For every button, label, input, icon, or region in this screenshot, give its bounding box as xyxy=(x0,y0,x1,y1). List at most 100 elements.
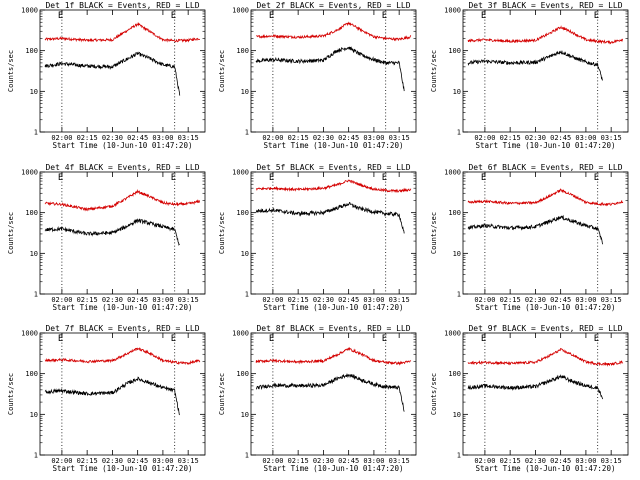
x-tick-label: 02:45 xyxy=(127,134,148,142)
x-tick-label: 03:15 xyxy=(178,134,199,142)
time-marker-label: E xyxy=(58,173,63,183)
x-tick-label: 03:15 xyxy=(389,296,410,304)
series-line-events xyxy=(44,51,181,96)
time-marker-label: E xyxy=(58,11,63,21)
plot-frame xyxy=(39,171,206,295)
series-line-events xyxy=(467,50,603,81)
x-tick-label: 02:30 xyxy=(102,457,123,465)
x-tick-label: 03:15 xyxy=(601,296,622,304)
x-tick-label: 02:30 xyxy=(525,134,546,142)
x-tick-label: 03:00 xyxy=(152,134,173,142)
x-tick-label: 02:15 xyxy=(77,296,98,304)
y-tick-label: 1000 xyxy=(232,7,249,15)
x-tick-label: 03:00 xyxy=(363,134,384,142)
y-tick-label: 1 xyxy=(34,129,38,137)
series-line-events xyxy=(255,373,405,412)
chart-panel: Det 3f BLACK = Events, RED = LLD 1 10 100 10… xyxy=(430,1,629,150)
y-tick-label: 1000 xyxy=(444,169,461,177)
x-tick-label: 02:30 xyxy=(313,296,334,304)
series-line-lld xyxy=(467,188,624,207)
series-line-events xyxy=(255,46,405,92)
y-tick-label: 1 xyxy=(457,129,461,137)
y-tick-label: 10 xyxy=(30,88,38,96)
y-axis-label: Counts/sec xyxy=(430,373,438,415)
y-tick-label: 1 xyxy=(245,452,249,460)
plot-frame xyxy=(462,9,629,133)
y-tick-label: 100 xyxy=(236,209,249,217)
y-tick-label: 100 xyxy=(25,370,38,378)
time-marker-label: E xyxy=(58,334,63,344)
y-tick-label: 1 xyxy=(457,452,461,460)
x-tick-label: 02:30 xyxy=(313,134,334,142)
x-axis-label: Start Time (10-Jun-10 01:47:20) xyxy=(476,303,616,312)
y-tick-label: 1000 xyxy=(232,169,249,177)
panel-title: Det 1f BLACK = Events, RED = LLD xyxy=(45,1,199,10)
y-tick-label: 10 xyxy=(453,250,461,258)
time-marker-label: E xyxy=(594,173,599,183)
series-line-events xyxy=(44,376,180,416)
y-tick-label: 10 xyxy=(241,250,249,258)
panel-title: Det 3f BLACK = Events, RED = LLD xyxy=(468,1,622,10)
y-tick-label: 1 xyxy=(457,291,461,299)
panel-title: Det 6f BLACK = Events, RED = LLD xyxy=(468,163,622,172)
chart-panel: Det 6f BLACK = Events, RED = LLD 1 10 100 10… xyxy=(430,163,629,312)
y-axis-label: Counts/sec xyxy=(218,50,226,92)
x-tick-label: 02:45 xyxy=(338,134,359,142)
x-tick-label: 02:30 xyxy=(102,296,123,304)
y-axis-label: Counts/sec xyxy=(430,50,438,92)
y-tick-label: 1000 xyxy=(444,330,461,338)
y-tick-label: 10 xyxy=(30,250,38,258)
plot-frame xyxy=(39,9,206,133)
x-tick-label: 03:15 xyxy=(601,134,622,142)
y-tick-label: 1 xyxy=(34,452,38,460)
chart-panel: Det 1f BLACK = Events, RED = LLD 1 10 100 10… xyxy=(7,1,206,150)
series-line-lld xyxy=(255,179,412,194)
x-tick-label: 03:15 xyxy=(389,134,410,142)
x-tick-label: 02:45 xyxy=(127,457,148,465)
series-line-events xyxy=(255,201,405,234)
x-tick-label: 02:45 xyxy=(127,296,148,304)
panel-title: Det 5f BLACK = Events, RED = LLD xyxy=(256,163,410,172)
y-axis-label: Counts/sec xyxy=(218,212,226,254)
y-tick-label: 100 xyxy=(448,209,461,217)
x-tick-label: 02:00 xyxy=(474,296,495,304)
x-tick-label: 02:00 xyxy=(51,134,72,142)
x-tick-label: 03:00 xyxy=(152,296,173,304)
x-tick-label: 03:00 xyxy=(363,457,384,465)
plot-frame xyxy=(250,332,417,456)
series-line-lld xyxy=(467,25,624,45)
time-marker-label: E xyxy=(269,334,274,344)
y-tick-label: 1000 xyxy=(21,7,38,15)
x-tick-label: 02:45 xyxy=(550,296,571,304)
series-line-events xyxy=(467,374,604,400)
y-axis-label: Counts/sec xyxy=(218,373,226,415)
time-marker-label: E xyxy=(382,173,387,183)
x-tick-label: 02:15 xyxy=(77,457,98,465)
plot-frame xyxy=(462,332,629,456)
plot-frame xyxy=(250,171,417,295)
chart-panel: Det 7f BLACK = Events, RED = LLD 1 10 100 10… xyxy=(7,324,206,473)
y-tick-label: 1 xyxy=(245,129,249,137)
time-marker-label: E xyxy=(171,11,176,21)
time-marker-label: E xyxy=(594,334,599,344)
x-axis-label: Start Time (10-Jun-10 01:47:20) xyxy=(53,464,193,473)
y-tick-label: 100 xyxy=(25,209,38,217)
y-tick-label: 10 xyxy=(241,88,249,96)
x-axis-label: Start Time (10-Jun-10 01:47:20) xyxy=(264,141,404,150)
y-axis-label: Counts/sec xyxy=(7,50,15,92)
x-tick-label: 02:15 xyxy=(500,134,521,142)
plot-frame xyxy=(39,332,206,456)
y-tick-label: 100 xyxy=(448,47,461,55)
x-tick-label: 02:00 xyxy=(474,134,495,142)
x-tick-label: 03:00 xyxy=(152,457,173,465)
time-marker-label: E xyxy=(269,173,274,183)
series-line-lld xyxy=(44,21,201,43)
x-tick-label: 02:00 xyxy=(262,457,283,465)
time-marker-label: E xyxy=(269,11,274,21)
series-line-events xyxy=(44,218,180,246)
chart-panel: Det 8f BLACK = Events, RED = LLD 1 10 100 10… xyxy=(218,324,417,473)
series-line-lld xyxy=(255,21,412,42)
x-axis-label: Start Time (10-Jun-10 01:47:20) xyxy=(264,303,404,312)
x-tick-label: 03:00 xyxy=(575,296,596,304)
